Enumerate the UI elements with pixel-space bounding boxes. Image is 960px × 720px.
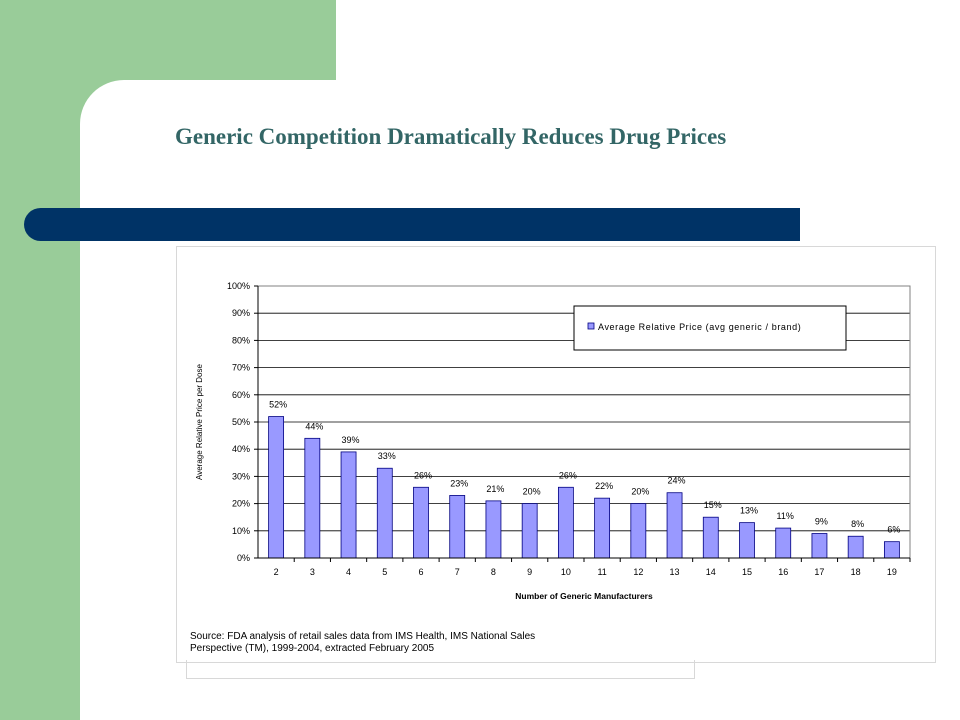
legend-label: Average Relative Price (avg generic / br… <box>598 322 801 332</box>
y-tick-label: 30% <box>232 471 250 481</box>
x-tick-label: 7 <box>455 567 460 577</box>
bar <box>775 527 792 559</box>
x-tick-label: 9 <box>527 567 532 577</box>
x-tick-label: 11 <box>597 567 606 577</box>
x-tick-label: 13 <box>670 567 680 577</box>
data-label: 8% <box>851 519 864 529</box>
data-label: 52% <box>269 400 287 410</box>
bar <box>449 495 466 559</box>
y-tick-label: 90% <box>232 308 250 318</box>
bar <box>666 492 683 559</box>
legend-swatch <box>587 322 595 330</box>
data-label: 22% <box>595 481 613 491</box>
x-tick-label: 16 <box>778 567 788 577</box>
bar <box>340 451 357 559</box>
data-label: 26% <box>559 470 577 480</box>
data-label: 20% <box>523 487 541 497</box>
data-label: 21% <box>486 484 504 494</box>
source-frame <box>186 660 695 679</box>
title-bar <box>24 208 800 241</box>
data-label: 39% <box>342 435 360 445</box>
bar <box>811 533 828 559</box>
bar <box>847 535 864 559</box>
bars: 52% 44% 39% 33% 26% 23% 21% 20% 26% 22% 20% 24% 15% 1… <box>268 400 900 559</box>
x-tick-label: 14 <box>706 567 716 577</box>
data-label: 26% <box>414 470 432 480</box>
bar <box>376 467 393 559</box>
data-label: 9% <box>815 517 828 527</box>
data-label: 20% <box>631 487 649 497</box>
price-bar-chart: 0% 10% 20% 30% 40% 50% 60% 70% 80% 90% 100% 52% 44%… <box>190 281 911 654</box>
data-label: 15% <box>704 500 722 510</box>
x-axis: 2 3 4 5 6 7 8 9 10 11 12 13 14 15 16 17 18 19 <box>258 557 911 577</box>
bar <box>413 486 429 559</box>
x-tick-label: 6 <box>418 567 423 577</box>
x-tick-label: 15 <box>742 567 752 577</box>
data-label: 6% <box>887 525 900 535</box>
x-tick-label: 3 <box>310 567 315 577</box>
data-label: 33% <box>378 451 396 461</box>
x-tick-label: 12 <box>633 567 643 577</box>
bar <box>883 541 900 559</box>
x-tick-label: 4 <box>346 567 351 577</box>
data-label: 13% <box>740 506 758 516</box>
x-tick-label: 19 <box>887 567 897 577</box>
x-axis-title: Number of Generic Manufacturers <box>515 591 653 601</box>
bar <box>702 516 719 559</box>
y-tick-label: 50% <box>232 417 250 427</box>
bar <box>485 500 502 559</box>
x-tick-label: 17 <box>814 567 824 577</box>
bar <box>304 437 321 559</box>
data-label: 44% <box>305 421 323 431</box>
y-tick-label: 10% <box>232 526 250 536</box>
y-tick-label: 20% <box>232 499 250 509</box>
x-tick-label: 10 <box>561 567 571 577</box>
y-axis: 0% 10% 20% 30% 40% 50% 60% 70% 80% 90% 100% <box>227 281 259 563</box>
data-label: 23% <box>450 478 468 488</box>
bar <box>268 416 285 559</box>
source-line-1: Source: FDA analysis of retail sales dat… <box>190 631 535 642</box>
legend: Average Relative Price (avg generic / br… <box>573 305 847 351</box>
slide-title: Generic Competition Dramatically Reduces… <box>175 124 727 149</box>
x-tick-label: 5 <box>382 567 387 577</box>
bar <box>521 503 538 559</box>
y-tick-label: 80% <box>232 335 250 345</box>
y-axis-title: Average Relative Price per Dose <box>195 364 204 480</box>
y-tick-label: 100% <box>227 281 250 291</box>
y-tick-label: 60% <box>232 390 250 400</box>
bar <box>594 497 611 559</box>
legend-box <box>573 305 847 351</box>
bar <box>739 522 755 559</box>
bar <box>630 503 647 559</box>
title-bar-notch <box>24 241 64 243</box>
x-tick-label: 18 <box>851 567 861 577</box>
source-line-2: Perspective (TM), 1999-2004, extracted F… <box>190 643 434 654</box>
sidebar-left-band <box>0 0 80 720</box>
x-tick-label: 2 <box>274 567 279 577</box>
bar <box>557 486 574 559</box>
x-tick-label: 8 <box>491 567 496 577</box>
y-tick-label: 70% <box>232 363 250 373</box>
data-label: 11% <box>777 511 794 521</box>
data-label: 24% <box>668 476 686 486</box>
y-tick-label: 0% <box>237 553 250 563</box>
y-tick-label: 40% <box>232 444 250 454</box>
